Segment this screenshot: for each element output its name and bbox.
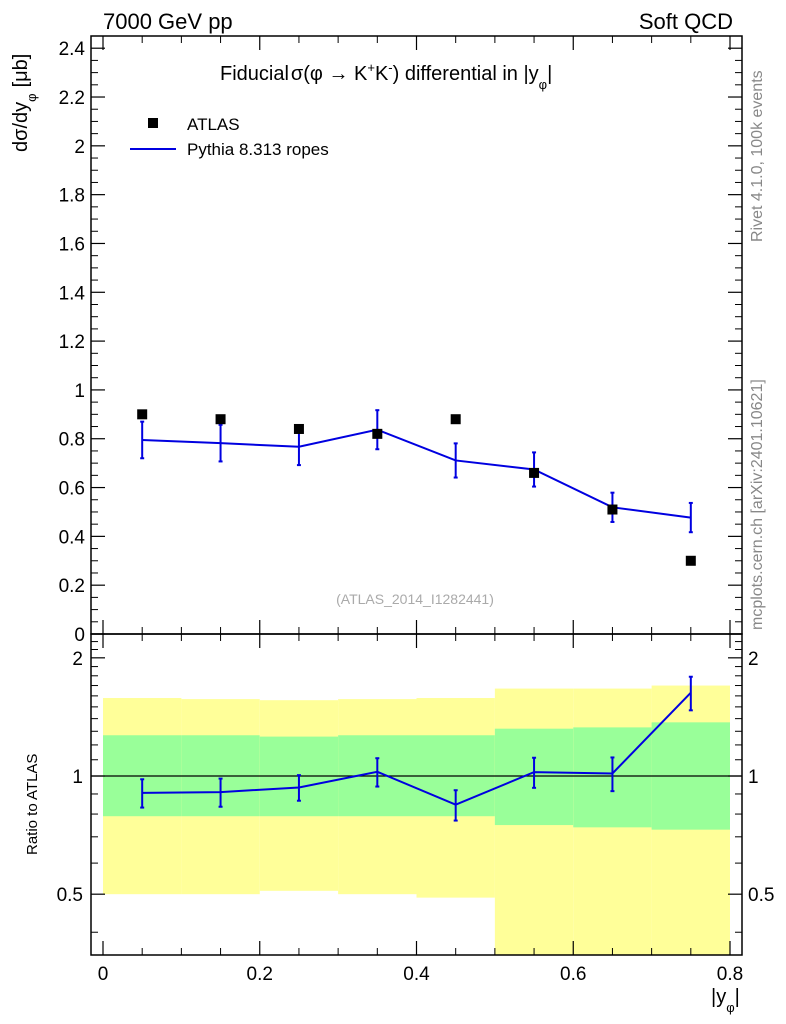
ratio-y-axis-label: Ratio to ATLAS — [24, 754, 41, 855]
ratio-line — [142, 692, 692, 806]
title-sub: φ — [539, 77, 547, 92]
pythia-line — [142, 428, 691, 519]
x-tick-label: 0.8 — [717, 964, 743, 985]
xlabel-main: |y — [711, 986, 726, 1008]
title-minus: - — [388, 60, 392, 75]
ratio-y-tick-label: 1 — [72, 767, 83, 788]
ratio-y-tick-label: 2 — [72, 649, 83, 670]
atlas-point — [450, 414, 461, 425]
ylabel-unit: [μb] — [10, 54, 32, 88]
xlabel-sub: φ — [726, 1000, 734, 1015]
main-y-tick-label: 1.2 — [59, 332, 85, 353]
rivet-version-label: Rivet 4.1.0, 100k events — [749, 70, 766, 242]
analysis-watermark: (ATLAS_2014_I1282441) — [336, 591, 494, 607]
legend-atlas-label: ATLAS — [187, 115, 240, 134]
atlas-point — [137, 409, 148, 420]
title-sigma: σ(φ → K — [291, 63, 368, 85]
category-label: Soft QCD — [639, 9, 733, 34]
plot-title: Fiducial σ(φ → K+K-) differential in |yφ| — [220, 60, 552, 92]
title-post: ) differential in |y — [393, 63, 539, 85]
main-y-tick-label: 1.8 — [59, 186, 85, 207]
atlas-point — [607, 504, 618, 515]
energy-label: 7000 GeV pp — [103, 9, 233, 34]
ylabel-sub: φ — [24, 93, 39, 101]
legend-pythia-label: Pythia 8.313 ropes — [187, 140, 329, 159]
mcplots-label: mcplots.cern.ch [arXiv:2401.10621] — [749, 379, 766, 630]
ratio-y-tick-label-right: 0.5 — [748, 885, 774, 906]
ratio-data-marks — [140, 675, 693, 822]
x-axis-label: |yφ| — [711, 986, 740, 1015]
ylabel-main: dσ/dy — [10, 102, 32, 152]
main-data-marks — [137, 409, 696, 566]
main-y-tick-label: 0.2 — [59, 576, 85, 597]
x-tick-label: 0.2 — [247, 964, 273, 985]
main-axes: 0 0.2 0.4 0.6 0.8 1 1.2 1.4 1.6 1.8 2 2.2 2.4 — [59, 35, 743, 646]
main-y-tick-label: 2.2 — [59, 88, 85, 109]
xlabel-close: | — [735, 986, 740, 1008]
legend: ATLAS Pythia 8.313 ropes — [130, 115, 329, 159]
atlas-point — [685, 555, 696, 566]
atlas-point — [529, 467, 540, 478]
main-y-tick-label: 0.4 — [59, 527, 86, 548]
x-tick-label: 0 — [98, 964, 109, 985]
main-y-tick-label: 0.8 — [59, 430, 85, 451]
ratio-y-tick-label-right: 2 — [748, 649, 759, 670]
ratio-axes: 0.5 0.5 1 1 2 2 0 0.2 0.4 0.6 0.8 — [57, 633, 774, 985]
title-close: | — [547, 63, 552, 85]
title-k: K — [375, 63, 389, 85]
atlas-point — [215, 414, 226, 425]
atlas-point — [293, 423, 304, 434]
main-y-tick-label: 0 — [74, 625, 85, 646]
x-tick-label: 0.4 — [403, 964, 430, 985]
title-pre: Fiducial — [220, 63, 289, 85]
ratio-bands — [103, 685, 730, 955]
ratio-y-tick-label: 0.5 — [57, 885, 83, 906]
atlas-point — [372, 428, 383, 439]
title-plus: + — [367, 60, 375, 75]
main-y-tick-label: 2 — [74, 137, 85, 158]
main-y-tick-label: 2.4 — [59, 39, 86, 60]
main-y-axis-label: dσ/dyφ [μb] — [10, 54, 39, 152]
main-y-tick-label: 1 — [74, 381, 85, 402]
main-y-tick-label: 1.4 — [59, 283, 86, 304]
legend-atlas-marker — [148, 118, 158, 128]
main-y-tick-label: 0.6 — [59, 479, 85, 500]
ratio-y-tick-label-right: 1 — [748, 767, 759, 788]
main-y-tick-label: 1.6 — [59, 234, 85, 255]
x-tick-label: 0.6 — [560, 964, 586, 985]
